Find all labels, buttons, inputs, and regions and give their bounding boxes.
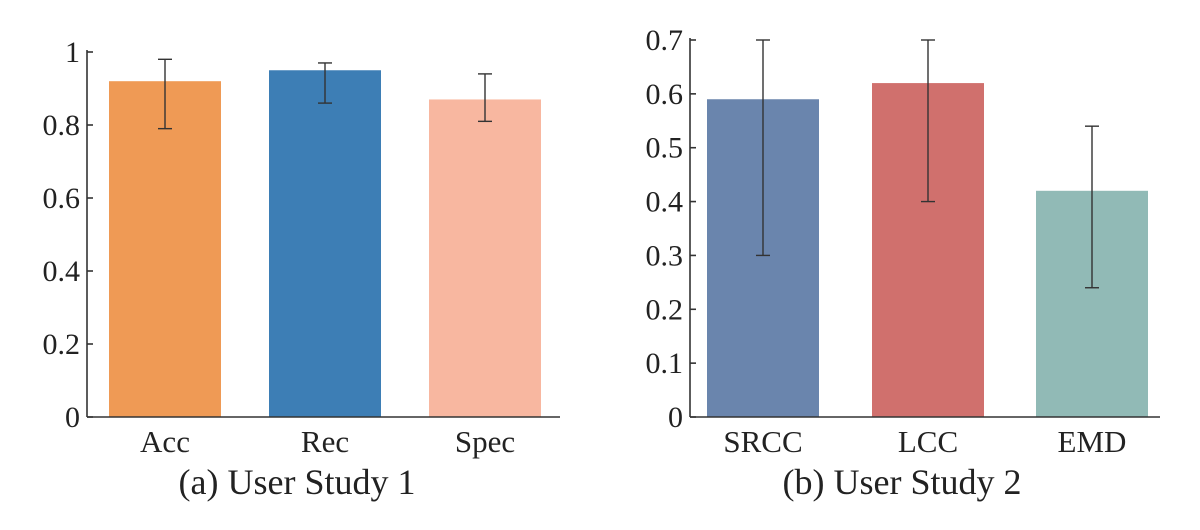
x-tick-label-emd: EMD [1058,424,1127,459]
y-tick-label: 0.2 [646,293,684,326]
y-tick-label: 0 [65,401,80,434]
y-tick-label: 0 [668,401,683,434]
y-tick-label: 0.6 [43,182,81,215]
y-tick-label: 0.1 [646,347,684,380]
y-tick-label: 0.5 [646,132,684,165]
y-tick-label: 0.4 [646,186,684,219]
x-tick-label-lcc: LCC [898,424,958,459]
x-tick-label-acc: Acc [140,424,190,459]
y-tick-label: 0.8 [43,109,81,142]
x-tick-label-srcc: SRCC [723,424,802,459]
panel-caption: (a) User Study 1 [179,462,416,502]
panel-caption: (b) User Study 2 [783,462,1022,502]
y-tick-label: 0.6 [646,78,684,111]
y-tick-label: 0.2 [43,328,81,361]
panel-user-study-1: Acc Rec Spec 0 0.2 0.4 0.6 0.8 1 (a) User Study 1 [43,36,560,502]
panel-user-study-2: SRCC LCC EMD 0 0.1 0.2 0.3 0.4 0.5 0.6 0.7 (b) User… [646,24,1160,502]
bar-spec [429,99,541,417]
y-tick-label: 1 [65,36,80,69]
x-tick-label-rec: Rec [301,424,349,459]
y-tick-label: 0.7 [646,24,684,57]
y-tick-label: 0.4 [43,255,81,288]
y-tick-label: 0.3 [646,239,684,272]
bar-rec [269,70,381,417]
bar-acc [109,81,221,417]
x-tick-label-spec: Spec [455,424,515,459]
